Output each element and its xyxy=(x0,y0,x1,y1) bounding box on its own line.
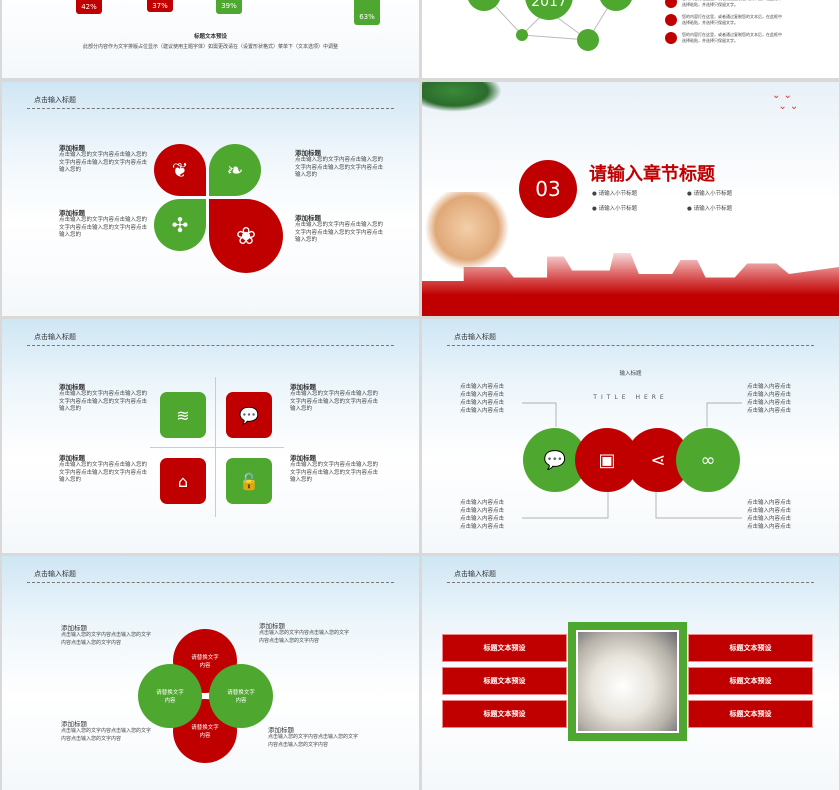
text-block: 添加标题 点击输入您的文字内容点击输入您的文字内容点击输入您的文字内容点击输入您的 xyxy=(295,149,384,178)
text-block: 添加标题 点击输入您的文字内容点击输入您的文字内容点击输入您的文字内容 xyxy=(259,622,350,644)
tree-branch-image xyxy=(422,82,502,112)
subtitle-item: ● 请输入小节标题 xyxy=(687,191,733,197)
label-bar: 标题文本预设 xyxy=(442,667,567,695)
label-bar: 标题文本预设 xyxy=(688,700,813,728)
subtitle-item: ● 请输入小节标题 xyxy=(592,206,638,212)
text-lines: 点击输入内容点击 点击输入内容点击 点击输入内容点击 点击输入内容点击 xyxy=(747,384,792,414)
plant-icon: ❀ xyxy=(209,199,283,273)
text-lines: 点击输入内容点击 点击输入内容点击 点击输入内容点击 点击输入内容点击 xyxy=(460,500,505,530)
leaf-icon: ❦ xyxy=(154,144,206,196)
link-icon: ∞ xyxy=(676,428,740,492)
label-bar: 标题文本预设 xyxy=(442,634,567,662)
slide-header: 点击输入标题 xyxy=(34,96,76,104)
sprout-icon: ❧ xyxy=(209,144,261,196)
bar-4: 63% xyxy=(354,0,380,25)
text-block: 添加标题 点击输入您的文字内容点击输入您的文字内容点击输入您的文字内容点击输入您的 xyxy=(59,144,148,173)
node-circle xyxy=(467,0,501,11)
text-block: 添加标题 点击输入您的文字内容点击输入您的文字内容点击输入您的文字内容 xyxy=(61,624,152,646)
slide-header: 点击输入标题 xyxy=(454,333,496,341)
label-bar: 标题文本预设 xyxy=(688,634,813,662)
text-block: 添加标题 点击输入您的文字内容点击输入您的文字内容点击输入您的文字内容 xyxy=(268,726,359,748)
slide-thumbnail-6[interactable]: 点击输入标题 输入标题 TITLE HERE 点击输入内容点击 点击输入内容点击点… xyxy=(422,319,839,553)
divider xyxy=(27,108,394,109)
text-block: 添加标题 点击输入您的文字内容点击输入您的文字内容点击输入您的文字内容点击输入您的 xyxy=(295,214,384,243)
bullet-item: 您的内容打在这里，或者通过复制您的文本后，在此框中选择粘贴，并选择只保留文字。 xyxy=(665,32,785,44)
text-block: 添加标题 点击输入您的文字内容点击输入您的文字内容点击输入您的文字内容点击输入您的 xyxy=(290,454,379,483)
text-block: 添加标题 点击输入您的文字内容点击输入您的文字内容点击输入您的文字内容点击输入您的 xyxy=(59,209,148,238)
slide-thumbnail-4[interactable]: ⌄ ⌄ ⌄ ⌄ 03 请输入章节标题 ● 请输入小节标题 ● 请输入小节标题 ●… xyxy=(422,82,839,316)
birds-image: ⌄ ⌄ ⌄ ⌄ xyxy=(772,90,799,112)
bullet-dot-icon xyxy=(665,32,677,44)
slide1-body: 此部分内容作为文字排版占位显示（建议使用主题字体）如需更改请在（设置形状格式）菜… xyxy=(82,44,338,50)
subtitle-item: ● 请输入小节标题 xyxy=(687,206,733,212)
bullet-text: 您的内容打在这里，或者通过复制您的文本后，在此框中选择粘贴，并选择只保留文字。 xyxy=(682,32,782,43)
title-here: TITLE HERE xyxy=(593,394,668,401)
axis-horizontal xyxy=(150,447,284,448)
text-block: 添加标题 点击输入您的文字内容点击输入您的文字内容点击输入您的文字内容 xyxy=(61,720,152,742)
divider xyxy=(27,345,394,346)
node-circle xyxy=(577,29,599,51)
slide-header: 点击输入标题 xyxy=(34,333,76,341)
slide-header: 点击输入标题 xyxy=(34,570,76,578)
bullet-dot-icon xyxy=(665,0,677,8)
bar-3: 39% xyxy=(216,0,242,14)
photo-frame xyxy=(568,622,687,741)
slide-thumbnail-2[interactable]: 2017 您的内容打在这里，或者通过复制您的文本后，在此框中选择粘贴，并选择只保… xyxy=(422,0,839,78)
text-lines: 点击输入内容点击 点击输入内容点击 点击输入内容点击 点击输入内容点击 xyxy=(460,384,505,414)
bullet-dot-icon xyxy=(665,14,677,26)
circle-left: 请替换文字内容 xyxy=(138,664,202,728)
text-block: 添加标题 点击输入您的文字内容点击输入您的文字内容点击输入您的文字内容点击输入您的 xyxy=(59,454,148,483)
axis-vertical xyxy=(215,377,216,517)
unlock-icon: 🔓 xyxy=(226,458,272,504)
chapter-title: 请输入章节标题 xyxy=(589,164,715,185)
node-circle xyxy=(516,29,528,41)
circle-right: 请替换文字内容 xyxy=(209,664,273,728)
flower-icon: ✣ xyxy=(154,199,206,251)
node-circle xyxy=(599,0,633,11)
subtitle-item: ● 请输入小节标题 xyxy=(592,191,638,197)
slide1-title: 标题文本预设 xyxy=(193,34,227,40)
slide-thumbnail-5[interactable]: 点击输入标题 添加标题 点击输入您的文字内容点击输入您的文字内容点击输入您的文字内… xyxy=(2,319,419,553)
photo-image xyxy=(576,630,679,733)
divider xyxy=(447,345,814,346)
slide-thumbnail-3[interactable]: 点击输入标题 添加标题 点击输入您的文字内容点击输入您的文字内容点击输入您的文字内… xyxy=(2,82,419,316)
chat-icon: 💬 xyxy=(226,392,272,438)
year-circle: 2017 xyxy=(525,0,573,20)
slide-thumbnail-7[interactable]: 点击输入标题 添加标题 点击输入您的文字内容点击输入您的文字内容点击输入您的文字内… xyxy=(2,556,419,790)
bar-2: 37% xyxy=(147,0,173,12)
chapter-number: 03 xyxy=(519,160,577,218)
bullet-list: 您的内容打在这里，或者通过复制您的文本后，在此框中选择粘贴，并选择只保留文字。 … xyxy=(665,0,785,44)
divider xyxy=(447,582,814,583)
bullet-text: 您的内容打在这里，或者通过复制您的文本后，在此框中选择粘贴，并选择只保留文字。 xyxy=(682,14,782,25)
layers-icon: ≋ xyxy=(160,392,206,438)
divider xyxy=(27,582,394,583)
text-block: 添加标题 点击输入您的文字内容点击输入您的文字内容点击输入您的文字内容点击输入您的 xyxy=(59,383,148,412)
home-icon: ⌂ xyxy=(160,458,206,504)
text-lines: 点击输入内容点击 点击输入内容点击 点击输入内容点击 点击输入内容点击 xyxy=(747,500,792,530)
label-bar: 标题文本预设 xyxy=(688,667,813,695)
slide-header: 点击输入标题 xyxy=(454,570,496,578)
label-bar: 标题文本预设 xyxy=(442,700,567,728)
bullet-item: 您的内容打在这里，或者通过复制您的文本后，在此框中选择粘贴，并选择只保留文字。 xyxy=(665,14,785,26)
connector-lines xyxy=(522,402,742,519)
bullet-item: 您的内容打在这里，或者通过复制您的文本后，在此框中选择粘贴，并选择只保留文字。 xyxy=(665,0,785,8)
slide-label: 输入标题 xyxy=(619,371,642,377)
text-block: 添加标题 点击输入您的文字内容点击输入您的文字内容点击输入您的文字内容点击输入您的 xyxy=(290,383,379,412)
bar-1: 42% xyxy=(76,0,102,14)
slide-thumbnail-8[interactable]: 点击输入标题 标题文本预设 标题文本预设 标题文本预设 标题文本预设 标题文本预… xyxy=(422,556,839,790)
slide-thumbnail-1[interactable]: 42% 37% 39% 63% 标题文本预设 此部分内容作为文字排版占位显示（建… xyxy=(2,0,419,78)
bullet-text: 您的内容打在这里，或者通过复制您的文本后，在此框中选择粘贴，并选择只保留文字。 xyxy=(682,0,782,7)
